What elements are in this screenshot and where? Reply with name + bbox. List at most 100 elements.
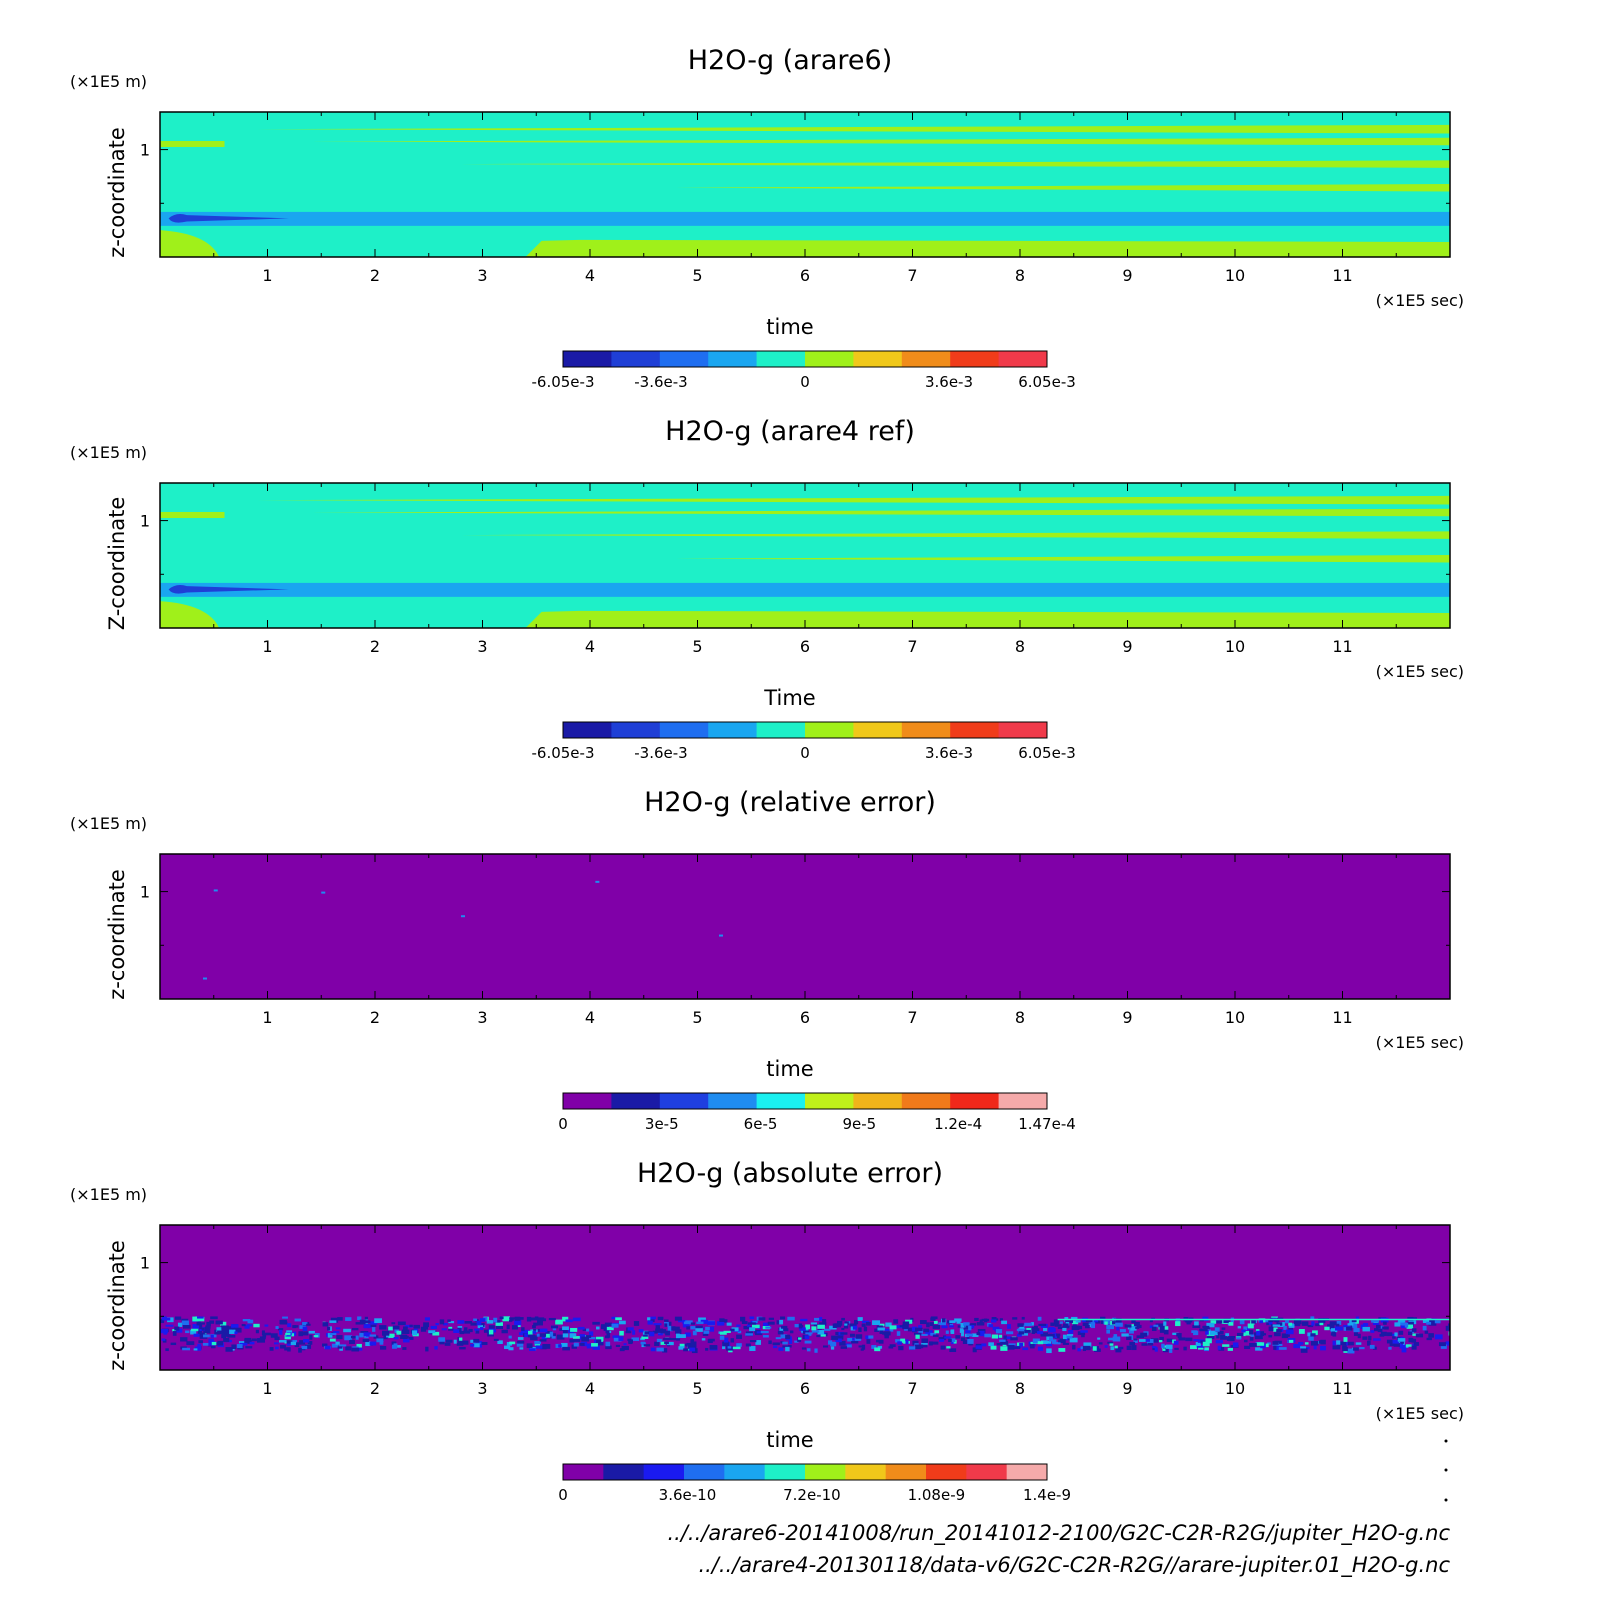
colorbar-tick-label: 1.08e-9 (908, 1486, 966, 1504)
y-axis-unit: (×1E5 m) (70, 72, 147, 91)
colorbar-swatch (853, 1093, 903, 1109)
field-speck-4 (461, 915, 465, 918)
colorbar-swatch (611, 351, 661, 367)
colorbar-tick-label: 6.05e-3 (1018, 744, 1076, 762)
colorbar-swatch (563, 722, 612, 738)
y-tick-label: 1 (140, 1254, 150, 1273)
x-axis-unit: (×1E5 sec) (1376, 1404, 1464, 1423)
x-tick-label: 8 (1015, 637, 1025, 656)
colorbar-swatch (756, 722, 806, 738)
colorbar-swatch (853, 722, 903, 738)
field-background (160, 112, 1450, 257)
x-tick-label: 5 (692, 266, 702, 285)
decorative-dot (1444, 1439, 1448, 1443)
x-tick-label: 5 (692, 637, 702, 656)
field-plume (168, 214, 289, 223)
x-tick-label: 7 (907, 1379, 917, 1398)
field-streak-2 (310, 508, 1450, 517)
colorbar-swatch (966, 1464, 1008, 1480)
field-lower-layer (525, 239, 1450, 257)
x-tick-label: 9 (1122, 1379, 1132, 1398)
colorbar-tick-label: 0 (800, 373, 810, 391)
colorbar: -6.05e-3 -3.6e-3 0 3.6e-3 6.05e-3 (532, 721, 1076, 762)
x-axis-label: time (766, 1428, 813, 1452)
colorbar-swatch (684, 1464, 725, 1480)
field-streak-3 (461, 531, 1450, 539)
colorbar-tick-label: 3.6e-3 (925, 744, 973, 762)
decorative-dot (1444, 1498, 1448, 1502)
x-tick-label: 2 (370, 1379, 380, 1398)
x-axis-unit: (×1E5 sec) (1376, 291, 1464, 310)
colorbar-frame (562, 350, 1048, 368)
colorbar-swatch (708, 1093, 758, 1109)
colorbar-swatch (998, 1093, 1048, 1109)
x-tick-label: 1 (262, 637, 272, 656)
x-tick-label: 4 (585, 1008, 595, 1027)
colorbar-swatch (853, 351, 903, 367)
colorbar-swatch (998, 722, 1048, 738)
x-axis-label: time (766, 1057, 813, 1081)
colorbar-tick-label: 9e-5 (842, 1115, 876, 1133)
colorbar-swatch (756, 1093, 806, 1109)
colorbar-swatch (901, 1093, 951, 1109)
field-blue-band (160, 211, 1450, 226)
colorbar-tick-label: 3e-5 (645, 1115, 679, 1133)
field-speck-6 (719, 934, 723, 937)
x-tick-label: 4 (585, 637, 595, 656)
x-tick-label: 9 (1122, 1008, 1132, 1027)
x-tick-label: 7 (907, 266, 917, 285)
colorbar: 0 3e-5 6e-5 9e-5 1.2e-4 1.47e-4 (558, 1092, 1076, 1133)
x-tick-label: 4 (585, 1379, 595, 1398)
field-streak-2 (310, 137, 1450, 146)
colorbar-swatch (805, 351, 854, 367)
y-axis-label: z-coordinate (105, 869, 129, 1000)
x-axis-unit: (×1E5 sec) (1376, 662, 1464, 681)
decorative-dot (1444, 1468, 1448, 1472)
x-tick-label: 10 (1225, 1008, 1245, 1027)
colorbar-swatch (708, 351, 758, 367)
field-speck-3 (595, 880, 600, 883)
colorbar-tick-label: 3.6e-3 (925, 373, 973, 391)
colorbar-tick-label: 3.6e-10 (659, 1486, 717, 1504)
colorbar-frame (562, 1092, 1048, 1110)
x-tick-label: 3 (477, 637, 487, 656)
colorbar-swatch (950, 722, 1000, 738)
y-axis-label: z-coordinate (105, 1240, 129, 1371)
field-streak-1 (256, 124, 1450, 134)
colorbar-swatch (611, 722, 661, 738)
x-tick-label: 11 (1332, 1008, 1352, 1027)
colorbar-tick-label: 0 (800, 744, 810, 762)
x-tick-label: 6 (800, 1008, 810, 1027)
x-tick-label: 6 (800, 266, 810, 285)
colorbar-swatch (563, 1093, 612, 1109)
chart-title: H2O-g (arare6) (688, 45, 893, 76)
x-tick-label: 5 (692, 1379, 702, 1398)
x-axis-unit: (×1E5 sec) (1376, 1033, 1464, 1052)
colorbar-tick-label: 1.2e-4 (934, 1115, 982, 1133)
colorbar-tick-label: 6.05e-3 (1018, 373, 1076, 391)
colorbar-tick-label: -3.6e-3 (634, 744, 687, 762)
field-blob-left (160, 230, 220, 257)
x-tick-label: 10 (1225, 637, 1245, 656)
x-tick-label: 1 (262, 1379, 272, 1398)
colorbar-swatch (950, 351, 1000, 367)
chart-title: H2O-g (relative error) (644, 787, 936, 818)
y-axis-label: z-coordinate (105, 127, 129, 258)
field-blue-band (160, 582, 1450, 597)
colorbar-swatch (603, 1464, 645, 1480)
colorbar-tick-label: -6.05e-3 (532, 373, 595, 391)
x-tick-label: 2 (370, 266, 380, 285)
file-path-1: ../../arare6-20141008/run_20141012-2100/… (668, 1521, 1451, 1546)
colorbar-swatch (756, 351, 806, 367)
colorbar-tick-label: -3.6e-3 (634, 373, 687, 391)
colorbar-swatch (805, 722, 854, 738)
chart-title: H2O-g (arare4 ref) (665, 416, 915, 447)
x-tick-label: 3 (477, 1008, 487, 1027)
colorbar-swatch (724, 1464, 766, 1480)
x-tick-label: 8 (1015, 1379, 1025, 1398)
colorbar-swatch (1006, 1464, 1048, 1480)
